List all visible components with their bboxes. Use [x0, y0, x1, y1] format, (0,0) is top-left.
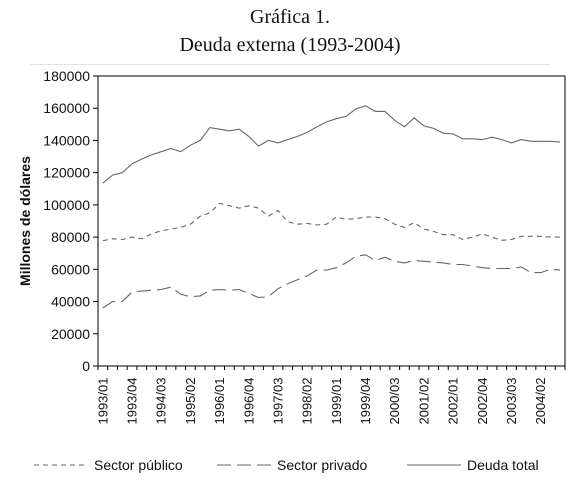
x-tick-label: 2004/02 — [533, 378, 548, 425]
y-tick-label: 80000 — [51, 229, 90, 245]
y-tick-label: 60000 — [51, 261, 90, 277]
legend-label: Sector privado — [277, 457, 367, 473]
x-tick-label: 1996/01 — [212, 378, 227, 425]
x-tick-label: 1998/02 — [300, 378, 315, 425]
x-tick-label: 2001/02 — [416, 378, 431, 425]
chart-legend: Sector público Sector privado Deuda total — [34, 457, 539, 473]
x-tick-label: 2002/04 — [475, 378, 490, 425]
y-axis: 0 20000 40000 60000 80000 100000 120000 140000 1… — [43, 68, 98, 374]
chart-subtitle: Deuda externa (1993-2004) — [179, 34, 401, 56]
x-tick-label: 2003/03 — [504, 378, 519, 425]
y-tick-label: 160000 — [43, 100, 90, 116]
y-tick-label: 180000 — [43, 68, 90, 84]
y-tick-label: 40000 — [51, 294, 90, 310]
series-line-2 — [102, 105, 561, 184]
legend-label: Deuda total — [467, 457, 539, 473]
x-tick-label: 1993/01 — [95, 378, 110, 425]
y-tick-label: 100000 — [43, 197, 90, 213]
x-tick-label: 1996/04 — [241, 378, 256, 425]
x-tick-label: 1993/04 — [125, 378, 140, 425]
x-tick-label: 2002/01 — [446, 378, 461, 425]
y-tick-label: 140000 — [43, 132, 90, 148]
legend-label: Sector público — [94, 457, 183, 473]
series-line-1 — [102, 254, 561, 309]
plot-area-frame — [97, 75, 566, 367]
x-tick-label: 1997/03 — [270, 378, 285, 425]
chart-title: Gráfica 1. — [250, 6, 330, 28]
y-tick-label: 20000 — [51, 326, 90, 342]
y-tick-label: 0 — [82, 358, 90, 374]
y-tick-label: 120000 — [43, 165, 90, 181]
x-axis: 1993/01 1993/04 1994/03 1995/02 1996/01 1996/… — [95, 366, 566, 425]
x-tick-label: 1999/01 — [329, 378, 344, 425]
x-tick-label: 1995/02 — [183, 378, 198, 425]
x-tick-label: 1999/04 — [358, 378, 373, 425]
x-tick-label: 1994/03 — [154, 378, 169, 425]
y-axis-label: Millones de dólares — [17, 156, 33, 286]
series-lines — [102, 105, 561, 309]
x-tick-label: 2000/03 — [387, 378, 402, 425]
series-line-0 — [102, 202, 561, 242]
title-divider — [30, 64, 550, 65]
